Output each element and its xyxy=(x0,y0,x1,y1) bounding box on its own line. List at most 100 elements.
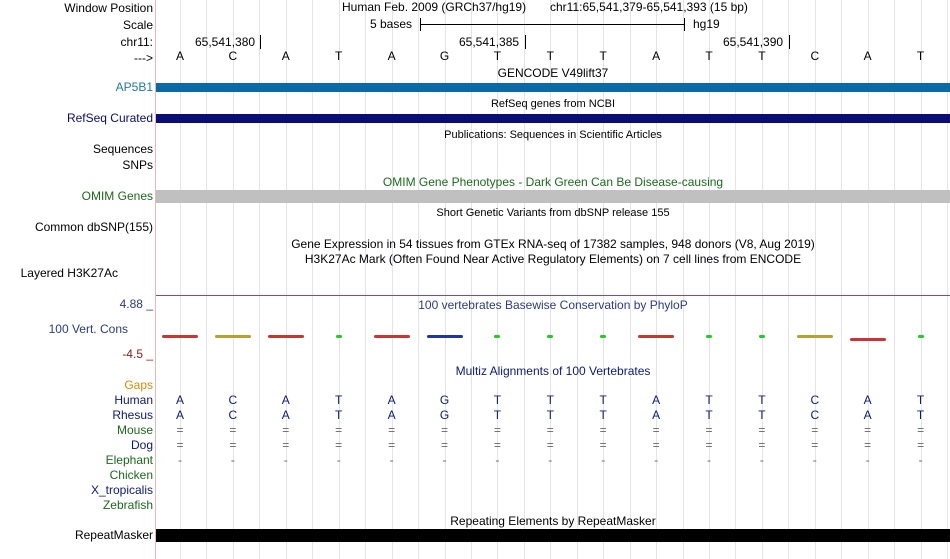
gencode-track-title: GENCODE V49lift37 xyxy=(497,66,609,80)
alignment-base: - xyxy=(283,453,288,467)
alignment-base: A xyxy=(175,408,184,422)
alignment-base: T xyxy=(335,393,343,407)
species-label[interactable]: Human xyxy=(114,393,153,407)
alignment-base: = xyxy=(388,423,396,437)
alignment-base: A xyxy=(281,408,290,422)
repeatmasker-label[interactable]: RepeatMasker xyxy=(74,528,153,542)
alignment-base: - xyxy=(918,453,923,467)
chrom-label: chr11: xyxy=(120,35,153,49)
grid-line xyxy=(735,0,737,559)
alignment-base: = xyxy=(335,423,343,437)
alignment-base: = xyxy=(229,438,237,452)
species-label[interactable]: Mouse xyxy=(116,423,153,437)
species-label[interactable]: Rhesus xyxy=(112,408,153,422)
alignment-base: = xyxy=(758,423,766,437)
alignment-base: = xyxy=(599,423,607,437)
vert-cons-label[interactable]: 100 Vert. Cons xyxy=(48,322,128,336)
phylop-score-mark xyxy=(162,335,198,338)
grid-line xyxy=(365,0,367,559)
alignment-base: = xyxy=(176,438,184,452)
alignment-base: A xyxy=(863,393,872,407)
alignment-base: = xyxy=(388,438,396,452)
phylop-score-mark xyxy=(494,335,501,338)
species-label[interactable]: Chicken xyxy=(109,468,153,482)
alignment-base: = xyxy=(335,438,343,452)
grid-line xyxy=(418,0,420,559)
h3k27ac-label[interactable]: Layered H3K27Ac xyxy=(20,266,118,280)
species-label[interactable]: X_tropicalis xyxy=(90,483,153,497)
grid-line xyxy=(629,0,631,559)
phylop-score-mark xyxy=(547,335,554,338)
reference-base: A xyxy=(863,49,872,63)
species-label[interactable]: Zebrafish xyxy=(102,498,153,512)
sequences-label[interactable]: Sequences xyxy=(92,142,153,156)
repeatmasker-track-title: Repeating Elements by RepeatMasker xyxy=(450,514,656,528)
grid-line xyxy=(656,0,658,559)
grid-line xyxy=(497,0,499,559)
alignment-base: G xyxy=(439,393,450,407)
phylop-score-mark xyxy=(758,335,765,338)
reference-base: A xyxy=(281,49,290,63)
phylop-score-mark xyxy=(706,335,712,338)
reference-base: A xyxy=(175,49,184,63)
species-label[interactable]: Dog xyxy=(130,438,153,452)
alignment-base: = xyxy=(493,438,501,452)
alignment-base: A xyxy=(652,393,661,407)
coord-tick-3 xyxy=(789,35,790,49)
alignment-base: T xyxy=(916,393,925,407)
alignment-base: A xyxy=(175,393,184,407)
omim-gene-bar[interactable] xyxy=(156,190,950,203)
strand-label: ---> xyxy=(134,51,153,65)
short-variants-track-title: Short Genetic Variants from dbSNP releas… xyxy=(436,207,670,219)
scale-label: Scale xyxy=(122,18,153,32)
alignment-base: C xyxy=(810,393,820,407)
omim-genes-label[interactable]: OMIM Genes xyxy=(81,189,153,203)
refseq-gene-bar[interactable] xyxy=(156,114,950,123)
alignment-base: - xyxy=(654,453,659,467)
reference-base: A xyxy=(652,49,661,63)
alignment-base: - xyxy=(601,453,606,467)
grid-line xyxy=(391,0,393,559)
alignment-base: = xyxy=(440,423,448,437)
grid-line xyxy=(894,0,896,559)
snps-label[interactable]: SNPs xyxy=(122,158,153,172)
alignment-base: T xyxy=(335,408,343,422)
phylop-score-mark xyxy=(335,335,342,338)
alignment-base: = xyxy=(864,423,872,437)
species-label[interactable]: Elephant xyxy=(105,453,153,467)
phylop-score-mark xyxy=(849,338,886,341)
phylop-score-mark xyxy=(373,335,410,338)
h3k27ac-track-title: H3K27Ac Mark (Often Found Near Active Re… xyxy=(304,252,802,266)
gaps-label: Gaps xyxy=(124,378,153,392)
alignment-base: T xyxy=(493,408,502,422)
scale-bar-right-tick xyxy=(684,18,685,31)
alignment-base: T xyxy=(916,408,925,422)
alignment-base: T xyxy=(705,393,713,407)
grid-line xyxy=(576,0,578,559)
alignment-base: = xyxy=(811,423,819,437)
phylop-score-mark xyxy=(214,335,251,338)
alignment-base: - xyxy=(865,453,870,467)
grid-line xyxy=(867,0,869,559)
grid-line xyxy=(761,0,763,559)
reference-base: C xyxy=(228,49,238,63)
refseq-curated-label[interactable]: RefSeq Curated xyxy=(66,111,153,125)
grid-line xyxy=(206,0,208,559)
grid-line xyxy=(259,0,261,559)
grid-line xyxy=(312,0,314,559)
ap5b1-label[interactable]: AP5B1 xyxy=(115,80,153,94)
alignment-base: A xyxy=(281,393,290,407)
reference-base: T xyxy=(335,49,343,63)
reference-base: C xyxy=(810,49,820,63)
alignment-base: T xyxy=(546,393,554,407)
gencode-gene-bar[interactable] xyxy=(156,83,950,92)
grid-line xyxy=(814,0,816,559)
grid-line xyxy=(603,0,605,559)
track-area[interactable]: Human Feb. 2009 (GRCh37/hg19) chr11:65,5… xyxy=(156,0,950,559)
repeatmasker-bar[interactable] xyxy=(156,529,950,542)
alignment-base: = xyxy=(599,438,607,452)
grid-line xyxy=(232,0,234,559)
alignment-base: = xyxy=(440,438,448,452)
omim-track-title: OMIM Gene Phenotypes - Dark Green Can Be… xyxy=(382,175,724,189)
common-dbsnp-label[interactable]: Common dbSNP(155) xyxy=(34,220,153,234)
